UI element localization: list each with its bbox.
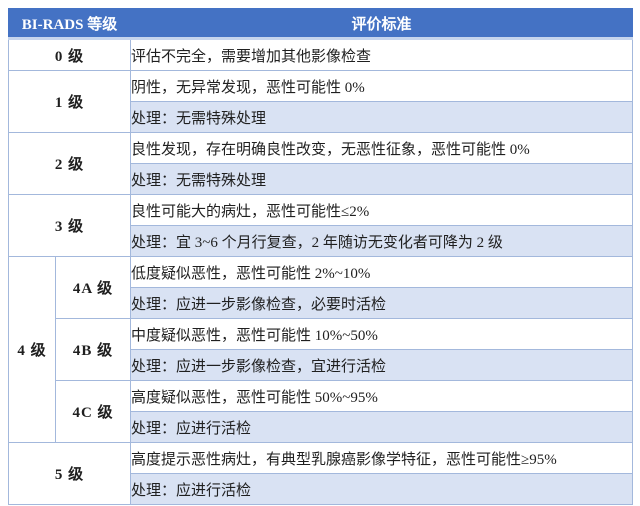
- table-row: 处理：应进一步影像检查，宜进行活检: [9, 349, 633, 381]
- criteria-cell-5: 高度提示恶性病灶，有典型乳腺癌影像学特征，恶性可能性≥95%: [130, 442, 633, 474]
- management-cell-4b: 处理：应进一步影像检查，宜进行活检: [130, 349, 633, 381]
- subgrade-cell-4a: 4A 级: [55, 256, 131, 319]
- management-cell-2: 处理：无需特殊处理: [130, 163, 633, 195]
- table-row: 1 级 阴性，无异常发现，恶性可能性 0%: [8, 70, 633, 133]
- header-criteria-column: 评价标准: [130, 8, 633, 40]
- table-header-row: BI-RADS 等级 评价标准: [8, 8, 633, 40]
- grade-cell-5: 5 级: [8, 442, 131, 505]
- table-row: 处理：应进行活检: [9, 411, 633, 443]
- management-cell-5: 处理：应进行活检: [130, 473, 633, 505]
- table-row: 处理：应进行活检: [9, 473, 633, 505]
- table-row: 4B 级 中度疑似恶性，恶性可能性 10%~50%: [9, 318, 633, 381]
- header-grade-column: BI-RADS 等级: [8, 8, 131, 40]
- management-cell-3: 处理：宜 3~6 个月行复查，2 年随访无变化者可降为 2 级: [130, 225, 633, 257]
- grade-cell-4: 4 级: [8, 256, 56, 443]
- grade-cell-0: 0 级: [8, 38, 131, 71]
- table-row: 4 级 4A 级 低度疑似恶性，恶性可能性 2%~10%: [8, 256, 633, 443]
- birads-table-container: BI-RADS 等级 评价标准 0 级 评估不完全，需要增加其他影像检查 1 级…: [8, 8, 633, 505]
- grade-cell-2: 2 级: [8, 132, 131, 195]
- criteria-cell-0: 评估不完全，需要增加其他影像检查: [130, 38, 633, 71]
- table-row: 4C 级 高度疑似恶性，恶性可能性 50%~95%: [9, 380, 633, 443]
- criteria-cell-2: 良性发现，存在明确良性改变，无恶性征象，恶性可能性 0%: [130, 132, 633, 164]
- table-row: 5 级 高度提示恶性病灶，有典型乳腺癌影像学特征，恶性可能性≥95%: [8, 442, 633, 505]
- criteria-cell-4b: 中度疑似恶性，恶性可能性 10%~50%: [130, 318, 633, 350]
- table-row: 处理：无需特殊处理: [9, 101, 633, 133]
- table-row: 3 级 良性可能大的病灶，恶性可能性≤2%: [8, 194, 633, 257]
- subgrade-cell-4c: 4C 级: [55, 380, 131, 443]
- criteria-cell-3: 良性可能大的病灶，恶性可能性≤2%: [130, 194, 633, 226]
- criteria-cell-4c: 高度疑似恶性，恶性可能性 50%~95%: [130, 380, 633, 412]
- management-cell-4a: 处理：应进一步影像检查，必要时活检: [130, 287, 633, 319]
- criteria-cell-1: 阴性，无异常发现，恶性可能性 0%: [130, 70, 633, 102]
- subgrade-cell-4b: 4B 级: [55, 318, 131, 381]
- grade-cell-1: 1 级: [8, 70, 131, 133]
- criteria-cell-4a: 低度疑似恶性，恶性可能性 2%~10%: [130, 256, 633, 288]
- management-cell-1: 处理：无需特殊处理: [130, 101, 633, 133]
- table-row: 处理：应进一步影像检查，必要时活检: [9, 287, 633, 319]
- table-row: 0 级 评估不完全，需要增加其他影像检查: [8, 38, 633, 71]
- birads-table: BI-RADS 等级 评价标准 0 级 评估不完全，需要增加其他影像检查 1 级…: [8, 8, 633, 505]
- management-cell-4c: 处理：应进行活检: [130, 411, 633, 443]
- table-row: 2 级 良性发现，存在明确良性改变，无恶性征象，恶性可能性 0%: [8, 132, 633, 195]
- grade-cell-3: 3 级: [8, 194, 131, 257]
